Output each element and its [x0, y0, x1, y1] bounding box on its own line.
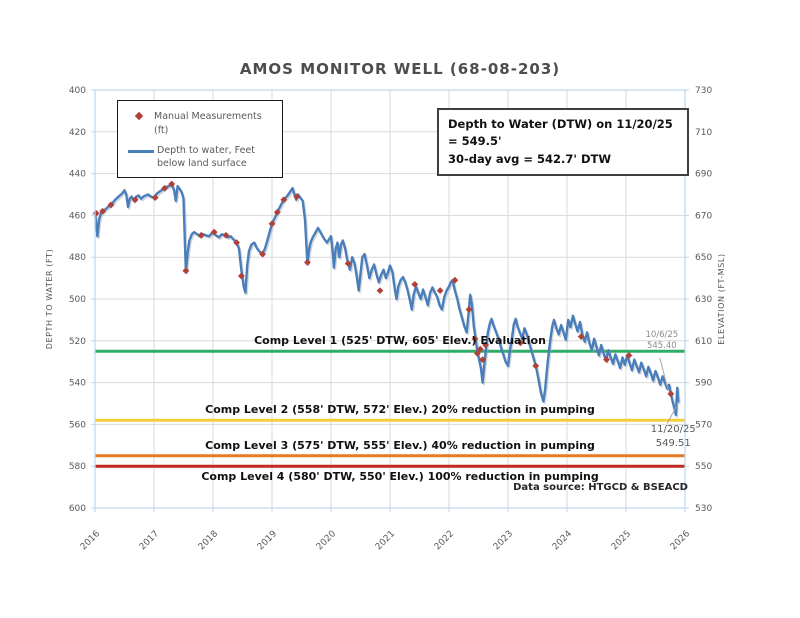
y-left-tick-label: 420	[69, 128, 86, 138]
dtw-line	[93, 182, 680, 417]
legend-item-manual: Manual Measurements (ft)	[128, 110, 274, 138]
manual-measurement-diamond	[465, 306, 473, 313]
y-right-tick-label: 730	[695, 86, 712, 96]
manual-measurement-diamond	[376, 287, 384, 295]
manual-measurement-diamond	[473, 349, 481, 357]
manual-measurement-diamond	[436, 287, 444, 295]
leader-line	[666, 406, 677, 424]
manual-measurement-diamond	[344, 260, 352, 267]
callout-line-2: 30-day avg = 542.7' DTW	[448, 151, 612, 166]
y-right-tick-label: 710	[695, 128, 712, 138]
manual-measurement-diamond	[92, 209, 100, 217]
manual-measurement-diamond	[280, 196, 288, 204]
x-tick-label: 2020	[315, 529, 338, 552]
x-tick-label: 2024	[551, 529, 574, 552]
leader-line	[659, 357, 669, 390]
measurement-annotation-oct: 10/6/25 545.40	[632, 330, 692, 353]
red-diamond-icon	[134, 111, 144, 121]
y-left-tick-label: 600	[69, 504, 86, 514]
measurement-annotation-nov: 11/20/25 549.51	[631, 423, 715, 450]
manual-measurement-diamond	[479, 356, 487, 364]
manual-measurement-diamond	[151, 194, 159, 202]
x-tick-label: 2022	[433, 529, 456, 552]
manual-measurement-diamond	[197, 231, 205, 239]
data-source-note: Data source: HTGCD & BSEACD	[513, 482, 688, 493]
x-tick-label: 2018	[197, 529, 220, 552]
dtw-callout-box: Depth to Water (DTW) on 11/20/25 = 549.5…	[437, 108, 689, 176]
manual-measurement-diamond	[161, 184, 169, 192]
legend: Manual Measurements (ft) Depth to water,…	[117, 100, 283, 179]
y-left-tick-label: 580	[69, 462, 86, 472]
manual-measurement-diamond	[532, 362, 540, 370]
x-tick-label: 2025	[610, 529, 633, 552]
x-tick-label: 2026	[669, 529, 692, 552]
chart-title: AMOS MONITOR WELL (68-08-203)	[239, 60, 561, 78]
y-right-tick-label: 650	[695, 253, 712, 263]
comp-level-4-label: Comp Level 4 (580' DTW, 550' Elev.) 100%…	[201, 470, 599, 484]
y-left-tick-label: 560	[69, 420, 86, 430]
comp-level-2-label: Comp Level 2 (558' DTW, 572' Elev.) 20% …	[205, 403, 595, 417]
manual-measurement-diamond	[471, 335, 479, 343]
y-left-tick-label: 400	[69, 86, 86, 96]
y-left-tick-label: 500	[69, 295, 86, 305]
legend-item-dtw: Depth to water, Feet below land surface	[128, 144, 274, 172]
manual-measurement-diamond	[237, 272, 245, 280]
blue-line-icon	[128, 149, 154, 153]
legend-label-dtw: Depth to water, Feet below land surface	[157, 144, 255, 170]
manual-measurement-diamond	[476, 345, 484, 353]
x-tick-label: 2016	[79, 529, 102, 552]
manual-measurement-diamond	[259, 250, 266, 258]
y-left-tick-label: 540	[69, 379, 86, 389]
manual-measurement-diamond	[210, 228, 218, 236]
annotation-date: 11/20/25	[650, 424, 696, 436]
y-left-tick-label: 460	[69, 211, 86, 221]
y-left-axis-title: DEPTH TO WATER (FT)	[45, 249, 54, 350]
annotation-value: 549.51	[655, 437, 691, 449]
y-right-tick-label: 670	[695, 211, 712, 221]
legend-label-manual: Manual Measurements (ft)	[154, 111, 262, 136]
comp-level-1-label: Comp Level 1 (525' DTW, 605' Elev.) Eval…	[254, 334, 546, 348]
manual-measurement-diamond	[99, 207, 107, 215]
manual-measurement-diamond	[293, 193, 301, 200]
x-tick-label: 2023	[492, 529, 515, 552]
x-tick-label: 2019	[256, 529, 279, 552]
manual-measurement-diamond	[233, 239, 240, 246]
y-right-axis-title: ELEVATION (FT-MSL)	[717, 253, 726, 344]
manual-measurement-diamond	[222, 231, 230, 239]
manual-measurement-diamond	[516, 339, 524, 347]
manual-measurement-diamond	[451, 276, 459, 284]
manual-measurement-diamond	[273, 208, 281, 216]
manual-measurement-diamond	[603, 356, 610, 364]
annotation-value: 545.40	[646, 341, 677, 352]
comp-level-3-label: Comp Level 3 (575' DTW, 555' Elev.) 40% …	[205, 438, 595, 452]
manual-measurement-diamond	[107, 201, 115, 209]
y-left-tick-label: 440	[69, 170, 86, 180]
y-right-tick-label: 630	[695, 295, 712, 305]
manual-measurement-diamond	[182, 267, 190, 275]
manual-measurement-diamond	[168, 180, 176, 188]
manual-measurement-diamond	[304, 259, 311, 266]
manual-measurement-diamond	[131, 196, 139, 204]
y-right-tick-label: 590	[695, 379, 712, 389]
y-left-tick-label: 480	[69, 253, 86, 263]
y-right-tick-label: 690	[695, 170, 712, 180]
manual-measurement-diamond	[268, 220, 276, 228]
manual-measurement-diamond	[482, 341, 489, 349]
manual-measurement-diamond	[577, 333, 585, 341]
manual-measurement-diamond	[625, 352, 633, 359]
y-right-tick-label: 610	[695, 337, 712, 347]
x-tick-label: 2017	[138, 529, 161, 552]
y-right-tick-label: 550	[695, 462, 712, 472]
y-left-tick-label: 520	[69, 337, 86, 347]
manual-measurement-diamond	[411, 280, 419, 288]
manual-measurement-diamond	[667, 390, 675, 398]
callout-line-1: Depth to Water (DTW) on 11/20/25 = 549.5…	[448, 117, 673, 149]
y-right-tick-label: 530	[695, 504, 712, 514]
x-tick-label: 2021	[374, 529, 397, 552]
annotation-date: 10/6/25	[645, 329, 679, 340]
y-right-tick-label: 570	[695, 420, 712, 430]
